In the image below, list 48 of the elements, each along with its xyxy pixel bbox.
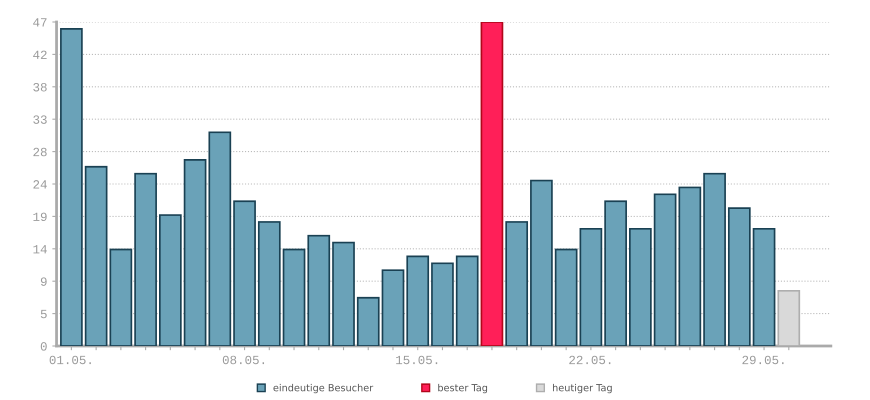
bar [703,172,726,346]
bar [208,131,232,346]
bar [356,296,380,346]
bar [332,242,355,346]
y-tick-label: 28 [33,148,47,156]
x-tick-label: 29.05. [742,356,784,364]
x-tick-label: 22.05. [569,356,610,364]
legend-label: heutiger Tag [552,384,612,394]
bar [431,262,454,346]
y-tick-label: 47 [33,18,47,27]
bar [505,221,528,346]
bar [554,248,578,346]
x-tick-label: 15.05. [396,356,438,364]
bar [184,159,206,346]
y-tick-label: 33 [33,115,47,124]
y-tick-label: 5 [40,310,47,318]
bar [282,248,306,346]
bar [678,186,702,346]
y-tick-label: 42 [33,50,47,59]
legend-label: bester Tag [438,384,488,394]
y-tick-label: 19 [33,212,47,222]
bar [233,200,256,346]
bar [654,194,676,346]
bar [110,248,132,346]
bar [158,214,182,346]
bar [480,22,504,346]
bar [629,228,652,346]
bar [728,207,751,346]
x-tick-label: 01.05. [50,356,91,364]
bar [258,221,281,346]
bar [530,180,553,346]
bar [134,172,157,346]
bar [456,256,479,346]
bar [84,166,108,346]
x-tick-label: 08.05. [222,356,264,364]
y-tick-label: 38 [33,82,47,92]
bar [382,269,404,346]
bar [604,200,627,346]
bar [752,228,776,346]
bar [406,256,430,346]
y-tick-label: 14 [33,245,47,254]
bar [60,28,83,346]
bar [580,228,602,346]
y-tick-label: 9 [40,277,47,286]
y-tick-label: 24 [33,180,47,189]
y-tick-label: 0 [40,342,47,351]
bar [307,234,330,346]
legend-label: eindeutige Besucher [273,384,374,394]
